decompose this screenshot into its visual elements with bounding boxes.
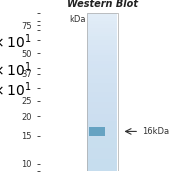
Bar — [87, 13, 118, 171]
Bar — [89, 127, 105, 136]
Text: kDa: kDa — [70, 15, 86, 24]
Text: 16kDa: 16kDa — [142, 127, 169, 136]
Text: Western Blot: Western Blot — [67, 0, 138, 9]
